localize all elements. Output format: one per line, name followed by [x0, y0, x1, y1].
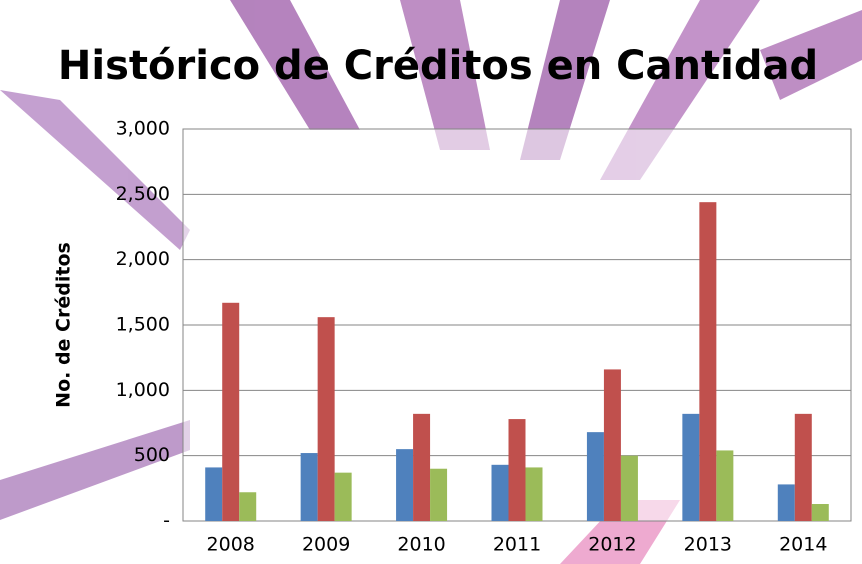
bar — [205, 467, 223, 521]
bar — [317, 317, 335, 521]
bar — [620, 455, 638, 521]
x-tick-label: 2014 — [779, 534, 827, 556]
y-axis-title: No. de Créditos — [53, 242, 75, 408]
y-tick-label: 3,000 — [116, 118, 170, 140]
y-tick-label: 1,500 — [116, 314, 170, 336]
bar — [430, 468, 448, 521]
bar — [334, 472, 352, 521]
bar — [777, 484, 795, 521]
bar — [603, 369, 621, 521]
bar — [716, 450, 734, 521]
bar — [525, 467, 543, 521]
bar — [413, 413, 431, 521]
bar — [491, 464, 509, 521]
bar — [222, 302, 240, 521]
y-tick-label: - — [163, 510, 170, 532]
bar — [396, 449, 414, 521]
x-tick-label: 2011 — [493, 534, 541, 556]
x-tick-label: 2013 — [684, 534, 732, 556]
chart-title: Histórico de Créditos en Cantidad — [58, 43, 818, 89]
bar — [300, 453, 318, 521]
y-tick-label: 2,500 — [116, 183, 170, 205]
y-tick-label: 2,000 — [116, 248, 170, 270]
bar — [699, 202, 717, 521]
bar — [586, 432, 604, 521]
bar — [682, 413, 700, 521]
x-tick-label: 2008 — [207, 534, 255, 556]
x-tick-label: 2009 — [302, 534, 350, 556]
bar — [794, 413, 812, 521]
x-tick-label: 2012 — [588, 534, 636, 556]
x-tick-label: 2010 — [397, 534, 445, 556]
bar — [508, 419, 526, 521]
y-tick-label: 1,000 — [116, 379, 170, 401]
bar — [239, 492, 257, 521]
bar — [811, 504, 829, 521]
y-tick-label: 500 — [134, 444, 170, 466]
